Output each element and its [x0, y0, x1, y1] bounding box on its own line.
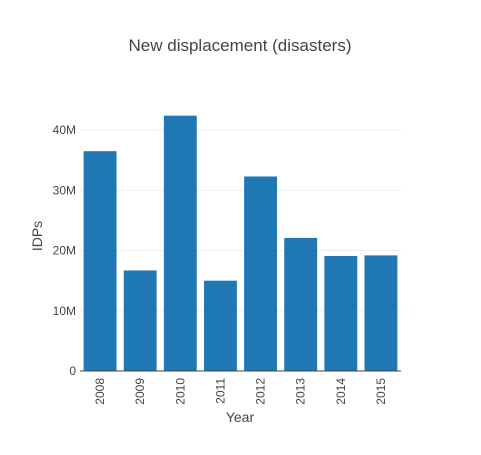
bar-2011[interactable]	[203, 280, 237, 371]
chart-title: New displacement (disasters)	[129, 36, 352, 55]
bar-2014[interactable]	[324, 255, 358, 371]
x-tick-label: 2009	[133, 378, 147, 405]
x-tick-label: 2013	[294, 378, 308, 405]
bar-2010[interactable]	[163, 115, 197, 371]
y-tick-label: 20M	[53, 244, 76, 258]
x-axis-ticks: 2008 2009 2010 2011 2012 2013 2014 2015	[93, 378, 388, 405]
bars	[83, 115, 398, 371]
bar-2008[interactable]	[83, 151, 117, 371]
y-tick-label: 30M	[53, 183, 76, 197]
y-axis-ticks: 0 10M 20M 30M 40M	[53, 123, 77, 378]
x-tick-label: 2014	[334, 378, 348, 405]
bar-2012[interactable]	[244, 176, 278, 371]
y-tick-label: 10M	[53, 304, 76, 318]
y-tick-label: 40M	[53, 123, 76, 137]
x-axis-label: Year	[226, 409, 255, 425]
x-tick-label: 2010	[173, 378, 187, 405]
x-tick-label: 2012	[254, 378, 268, 405]
bar-2009[interactable]	[123, 270, 157, 371]
y-axis-label: IDPs	[29, 221, 45, 251]
y-tick-label: 0	[69, 364, 76, 378]
x-tick-label: 2008	[93, 378, 107, 405]
bar-2013[interactable]	[284, 237, 318, 371]
x-tick-label: 2011	[213, 378, 227, 404]
x-tick-label: 2015	[374, 378, 388, 405]
bar-2015[interactable]	[364, 255, 398, 371]
